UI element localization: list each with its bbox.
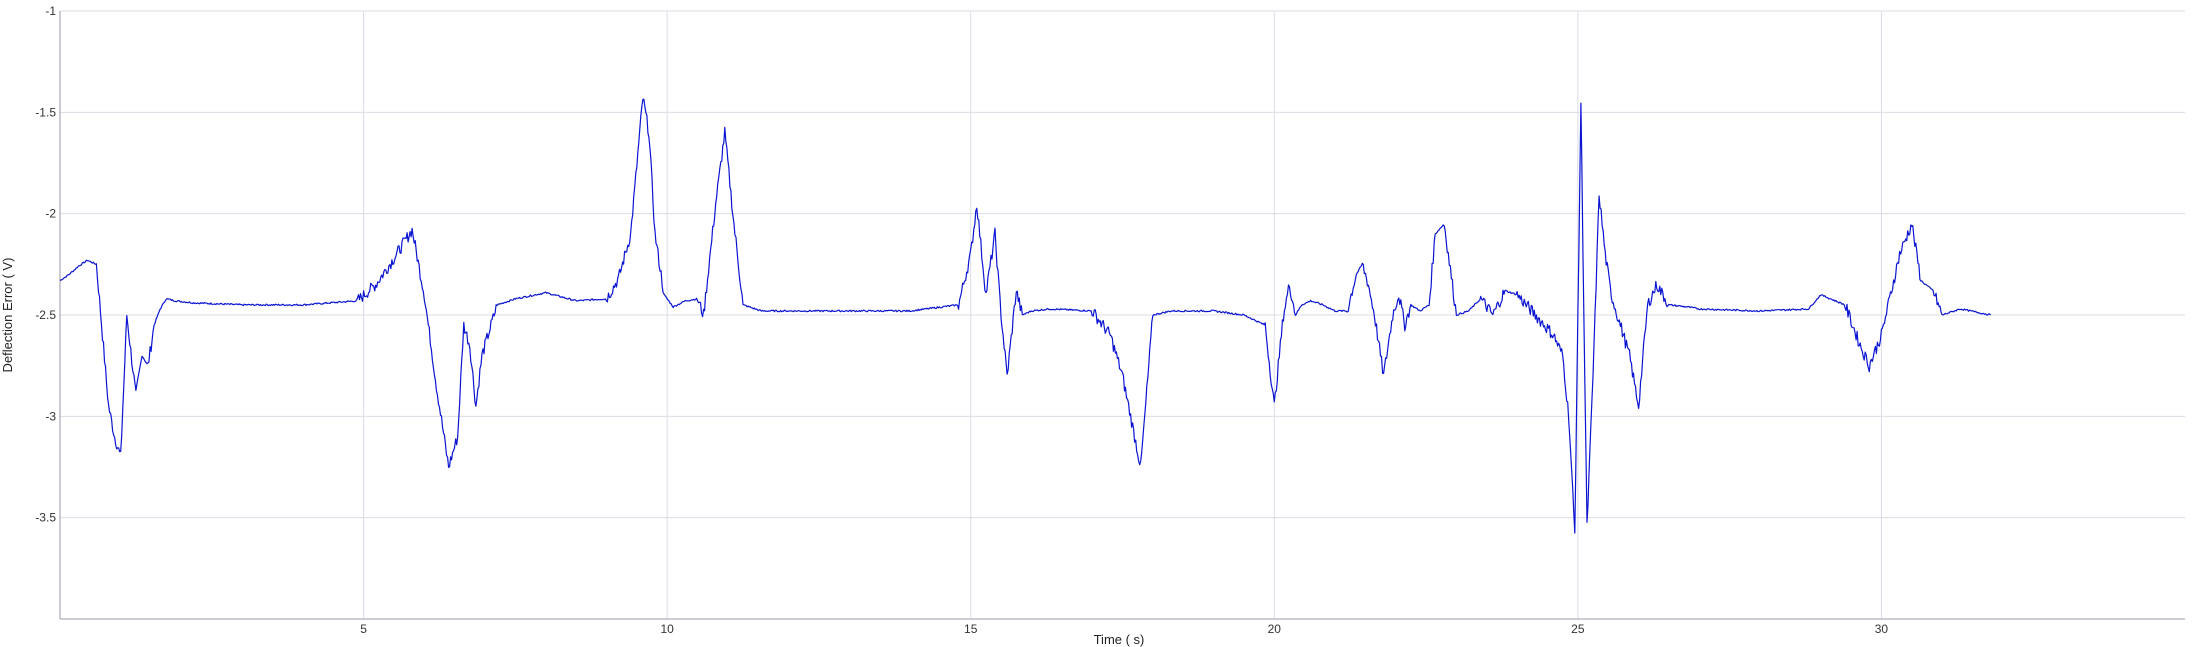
y-tick-label: -1 — [45, 4, 56, 18]
x-tick-label: 30 — [1875, 622, 1889, 636]
x-tick-label: 15 — [964, 622, 978, 636]
x-tick-label: 25 — [1571, 622, 1585, 636]
series-layer — [59, 98, 1992, 534]
y-tick-label: -2 — [45, 207, 56, 221]
y-tick-label: -2.5 — [35, 308, 56, 322]
grid-lines — [59, 10, 2185, 620]
y-tick-label: -1.5 — [35, 105, 56, 119]
x-tick-label: 10 — [660, 622, 674, 636]
tick-labels: -1 -1.5 -2 -2.5 -3 -3.5 5 10 15 20 25 30 — [35, 4, 1888, 636]
x-axis-title: Time ( s) — [1094, 632, 1145, 647]
series-line-deflection-error — [59, 98, 1992, 534]
x-tick-label: 20 — [1268, 622, 1282, 636]
y-tick-label: -3.5 — [35, 511, 56, 525]
y-tick-label: -3 — [45, 409, 56, 423]
x-tick-label: 5 — [360, 622, 367, 636]
y-axis-title: Deflection Error ( V) — [0, 258, 15, 373]
